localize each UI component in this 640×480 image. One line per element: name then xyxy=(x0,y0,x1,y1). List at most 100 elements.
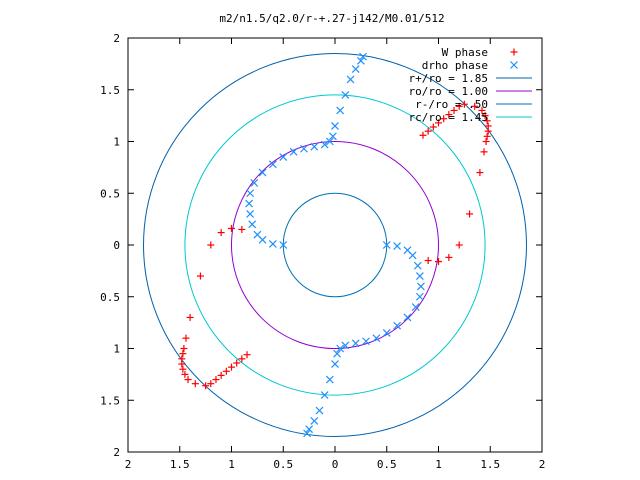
series-1-point-18-d2 xyxy=(331,360,339,368)
y-tick-label-5: 0.5 xyxy=(100,291,120,304)
series-0-point-44 xyxy=(228,363,235,371)
series-1-point-20 xyxy=(320,391,329,399)
series-1-point-43-d2 xyxy=(331,122,339,130)
series-1-point-46-d2 xyxy=(346,75,355,84)
series-1-point-13 xyxy=(362,337,370,346)
series-1-point-8 xyxy=(411,303,420,312)
series-0-point-0 xyxy=(424,257,432,265)
series-0-point-3 xyxy=(455,241,463,249)
series-1-point-29 xyxy=(248,220,257,229)
series-1-point-18 xyxy=(331,360,339,368)
series-1-point-0 xyxy=(382,241,391,249)
y-tick-label-2: 1 xyxy=(113,136,120,149)
series-0-point-39 xyxy=(202,382,210,390)
series-0-point-40 xyxy=(207,380,215,388)
series-1-point-35 xyxy=(268,160,277,169)
series-0-point-30 xyxy=(182,334,190,342)
series-1-point-40 xyxy=(320,140,329,149)
series-0-point-1 xyxy=(435,258,442,266)
series-0-point-18 xyxy=(445,111,453,119)
series-0-point-6 xyxy=(480,148,488,156)
series-1-point-48 xyxy=(356,56,365,65)
series-0-point-27 xyxy=(207,241,215,249)
series-1-point-10-d2 xyxy=(393,321,402,330)
series-1-point-20-d2 xyxy=(320,391,329,399)
series-1-point-11 xyxy=(382,329,391,337)
series-1-point-10 xyxy=(393,321,402,330)
series-1-point-5 xyxy=(415,272,424,280)
series-1-point-41-d2 xyxy=(325,137,334,146)
series-0-point-29 xyxy=(186,313,194,321)
series-1-point-13-d2 xyxy=(362,337,370,346)
series-1-point-39 xyxy=(310,142,319,151)
series-1-point-32 xyxy=(246,189,255,198)
series-1-point-16 xyxy=(336,344,345,353)
x-tick-label-4: 0 xyxy=(332,458,339,471)
series-0-point-21 xyxy=(429,123,437,131)
series-1-point-42-d2 xyxy=(329,132,337,141)
series-1-point-7-d2 xyxy=(415,292,424,301)
series-1-point-34 xyxy=(258,168,267,177)
series-1-point-47-d2 xyxy=(351,65,360,73)
series-0-point-7 xyxy=(482,138,490,145)
series-1-point-36-d2 xyxy=(279,153,288,161)
series-0-point-14 xyxy=(471,102,479,110)
series-1-point-14 xyxy=(351,339,360,348)
series-0-point-31 xyxy=(180,345,188,352)
y-tick-label-6: 1 xyxy=(113,343,120,356)
series-1-point-21-d2 xyxy=(315,406,324,415)
x-tick-label-3: 0.5 xyxy=(273,458,293,471)
y-tick-label-3: 0.5 xyxy=(100,187,120,200)
series-1-point-26 xyxy=(268,240,277,248)
series-1-point-32-d2 xyxy=(246,189,255,198)
x-tick-label-8: 2 xyxy=(539,458,546,471)
y-tick-label-7: 1.5 xyxy=(100,394,120,407)
series-0 xyxy=(178,100,492,390)
series-0-point-2 xyxy=(445,253,453,261)
series-1-point-9-d2 xyxy=(403,313,412,322)
series-1-point-47 xyxy=(351,65,360,73)
series-1-point-12 xyxy=(372,334,381,343)
legend-label-4: r-/ro = .50 xyxy=(415,98,488,111)
series-0-point-22 xyxy=(424,127,432,135)
legend-swatch-0 xyxy=(510,48,518,56)
series-1-point-45 xyxy=(341,91,350,99)
series-1 xyxy=(245,52,425,438)
series-0-point-37 xyxy=(184,376,192,384)
circle-0 xyxy=(143,53,527,437)
series-0-point-19 xyxy=(440,115,448,123)
series-0-point-23 xyxy=(419,131,427,139)
series-1-point-1 xyxy=(393,242,402,250)
series-0-point-34 xyxy=(178,360,186,368)
series-0-point-43 xyxy=(222,367,230,375)
series-1-point-33 xyxy=(250,178,259,187)
series-0-point-16 xyxy=(455,102,463,110)
series-0-point-25 xyxy=(228,224,235,232)
series-0-point-26 xyxy=(217,229,225,237)
series-0-point-8 xyxy=(483,132,491,140)
series-1-point-9 xyxy=(403,313,412,322)
x-tick-label-5: 0.5 xyxy=(377,458,397,471)
series-1-point-38-d2 xyxy=(300,144,308,153)
series-0-point-20 xyxy=(435,119,442,127)
series-1-point-37 xyxy=(289,147,298,156)
legend-label-0: W phase xyxy=(442,46,488,59)
circle-1 xyxy=(231,141,439,349)
series-0-point-10 xyxy=(484,122,492,130)
series-1-point-31-d2 xyxy=(245,199,254,208)
legend-swatch-1 xyxy=(510,61,518,69)
series-0-point-28 xyxy=(196,272,204,280)
legend-swatch-1-d2 xyxy=(510,61,518,69)
series-1-point-5-d2 xyxy=(415,272,424,280)
series-0-point-35 xyxy=(179,365,187,373)
series-1-point-45-d2 xyxy=(341,91,350,99)
series-1-point-11-d2 xyxy=(382,329,391,337)
series-1-point-30 xyxy=(246,210,255,218)
series-1-point-22-d2 xyxy=(310,417,319,425)
series-1-point-22 xyxy=(310,417,319,425)
x-tick-label-1: 1.5 xyxy=(170,458,190,471)
series-1-point-24-d2 xyxy=(303,429,311,438)
series-1-point-23-d2 xyxy=(305,425,314,434)
